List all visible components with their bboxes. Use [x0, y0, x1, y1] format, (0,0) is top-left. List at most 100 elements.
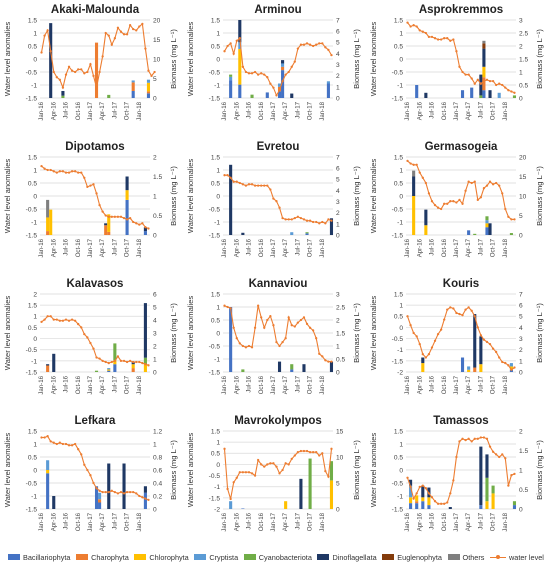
y-right-tick-label: 3 [519, 17, 523, 24]
x-tick-label: Apr-17 [465, 375, 472, 394]
y-left-tick-label: 0 [399, 467, 403, 474]
bar-bacillariophyta [409, 503, 413, 509]
bar-cryptista [509, 363, 513, 367]
water-level-point [141, 222, 144, 225]
x-tick-label: Jan-17 [453, 101, 460, 120]
water-level-point [476, 78, 479, 81]
y-left-tick-label: 2 [33, 291, 37, 298]
x-tick-label: Jul-17 [111, 238, 118, 255]
legend-item-others: Others [447, 553, 484, 562]
y-left-tick-label: 1.5 [28, 303, 37, 310]
bar-cryptista [497, 92, 501, 98]
x-tick-label: Jan-16 [404, 375, 411, 394]
water-level-point [498, 82, 501, 85]
water-level-point [40, 436, 43, 439]
y-right-tick-label: 3 [336, 62, 340, 69]
water-level-point [449, 306, 452, 309]
x-tick-label: Oct-17 [124, 238, 131, 257]
water-level-point [98, 357, 101, 360]
water-level-point [256, 304, 260, 307]
water-level-point [238, 37, 241, 40]
bar-chlorophyta [509, 366, 513, 370]
water-level-point [67, 319, 71, 322]
water-level-point [281, 216, 284, 220]
y-right-tick-label: 0.2 [153, 493, 162, 500]
water-level-point [235, 180, 238, 183]
x-tick-label: Apr-16 [50, 512, 57, 531]
y-left-axis-label: Water level anomalies [369, 159, 378, 234]
bar-chlorophyta [46, 470, 50, 474]
bar-cryptista [146, 79, 151, 83]
water-level-point [43, 436, 46, 439]
x-tick-label: Apr-16 [50, 101, 57, 120]
water-level-point [250, 346, 254, 349]
water-level-point [107, 34, 110, 37]
y-left-tick-label: 1.5 [211, 17, 220, 24]
water-level-point [235, 476, 238, 479]
bar-charophyta [131, 368, 135, 372]
water-level-point [275, 200, 278, 203]
bar-cyanobacteriota [485, 477, 489, 502]
bar-bacillariophyta [482, 90, 486, 98]
water-level-point [43, 34, 46, 37]
bar-dinoflagellata [473, 314, 477, 368]
y-left-tick-label: 0 [216, 462, 220, 469]
water-level-point [449, 200, 452, 203]
water-level-point [266, 184, 269, 187]
bar-chlorophyta [143, 364, 147, 372]
x-tick-label: Apr-17 [282, 238, 289, 257]
bar-cyanobacteriota [512, 501, 517, 506]
water-level-point [77, 68, 80, 71]
water-level-point [430, 346, 434, 349]
bar-cryptista [107, 368, 111, 370]
water-level-point [226, 44, 229, 48]
bar-bacillariophyta [281, 70, 285, 98]
water-level-point [147, 69, 150, 72]
water-level-point [513, 218, 516, 221]
bar-dinoflagellata [485, 454, 489, 478]
bar-bacillariophyta [290, 369, 294, 372]
water-level-point [89, 184, 92, 187]
water-level-point [446, 308, 449, 311]
bar-chlorophyta [107, 369, 111, 371]
water-level-point [61, 86, 65, 89]
bar-bacillariophyta [485, 227, 489, 235]
legend-swatch-bacillariophyta [8, 554, 20, 560]
legend-swatch-cryptista [194, 554, 207, 560]
water-level-point [83, 176, 86, 179]
water-level-point [324, 46, 327, 49]
water-level-point [269, 188, 272, 191]
bar-dinoflagellata [143, 486, 147, 493]
y-right-tick-label: 2 [153, 343, 157, 350]
y-left-tick-label: 0 [216, 330, 220, 337]
water-level-point [229, 307, 232, 310]
water-level-point [278, 472, 281, 475]
legend-label: Bacillariophyta [23, 552, 71, 562]
y-left-tick-label: -1.5 [209, 369, 221, 376]
water-level-point [412, 497, 415, 500]
water-level-point [275, 94, 278, 97]
water-level-point [138, 494, 141, 498]
water-level-point [49, 50, 52, 53]
water-level-point [119, 30, 123, 33]
water-level-point [247, 72, 251, 75]
y-right-tick-label: 6 [336, 166, 340, 173]
water-level-point [250, 183, 254, 186]
water-level-point [494, 181, 498, 185]
water-level-point [98, 203, 101, 207]
water-level-point [64, 73, 68, 76]
water-level-point [263, 465, 266, 468]
chart-title: Germasogeia [425, 141, 498, 153]
water-level-point [439, 502, 443, 505]
bar-chlorophyta [238, 48, 242, 85]
water-level-point [86, 185, 89, 189]
water-level-point [430, 200, 434, 203]
y-right-axis-label: Biomass (mg L⁻¹) [535, 440, 544, 500]
water-level-point [235, 337, 238, 340]
y-left-tick-label: 0.5 [28, 43, 37, 50]
water-level-point [427, 492, 431, 495]
water-level-point [421, 176, 424, 179]
bar-dinoflagellata [482, 48, 486, 67]
bar-dinoflagellata [329, 218, 334, 235]
chart-kouris: Kouris -2 -1.5 -1 -0.5 0 0.5 1 1.5 0 1 2 3 4 5 6 7 Jan-16… [369, 278, 544, 395]
